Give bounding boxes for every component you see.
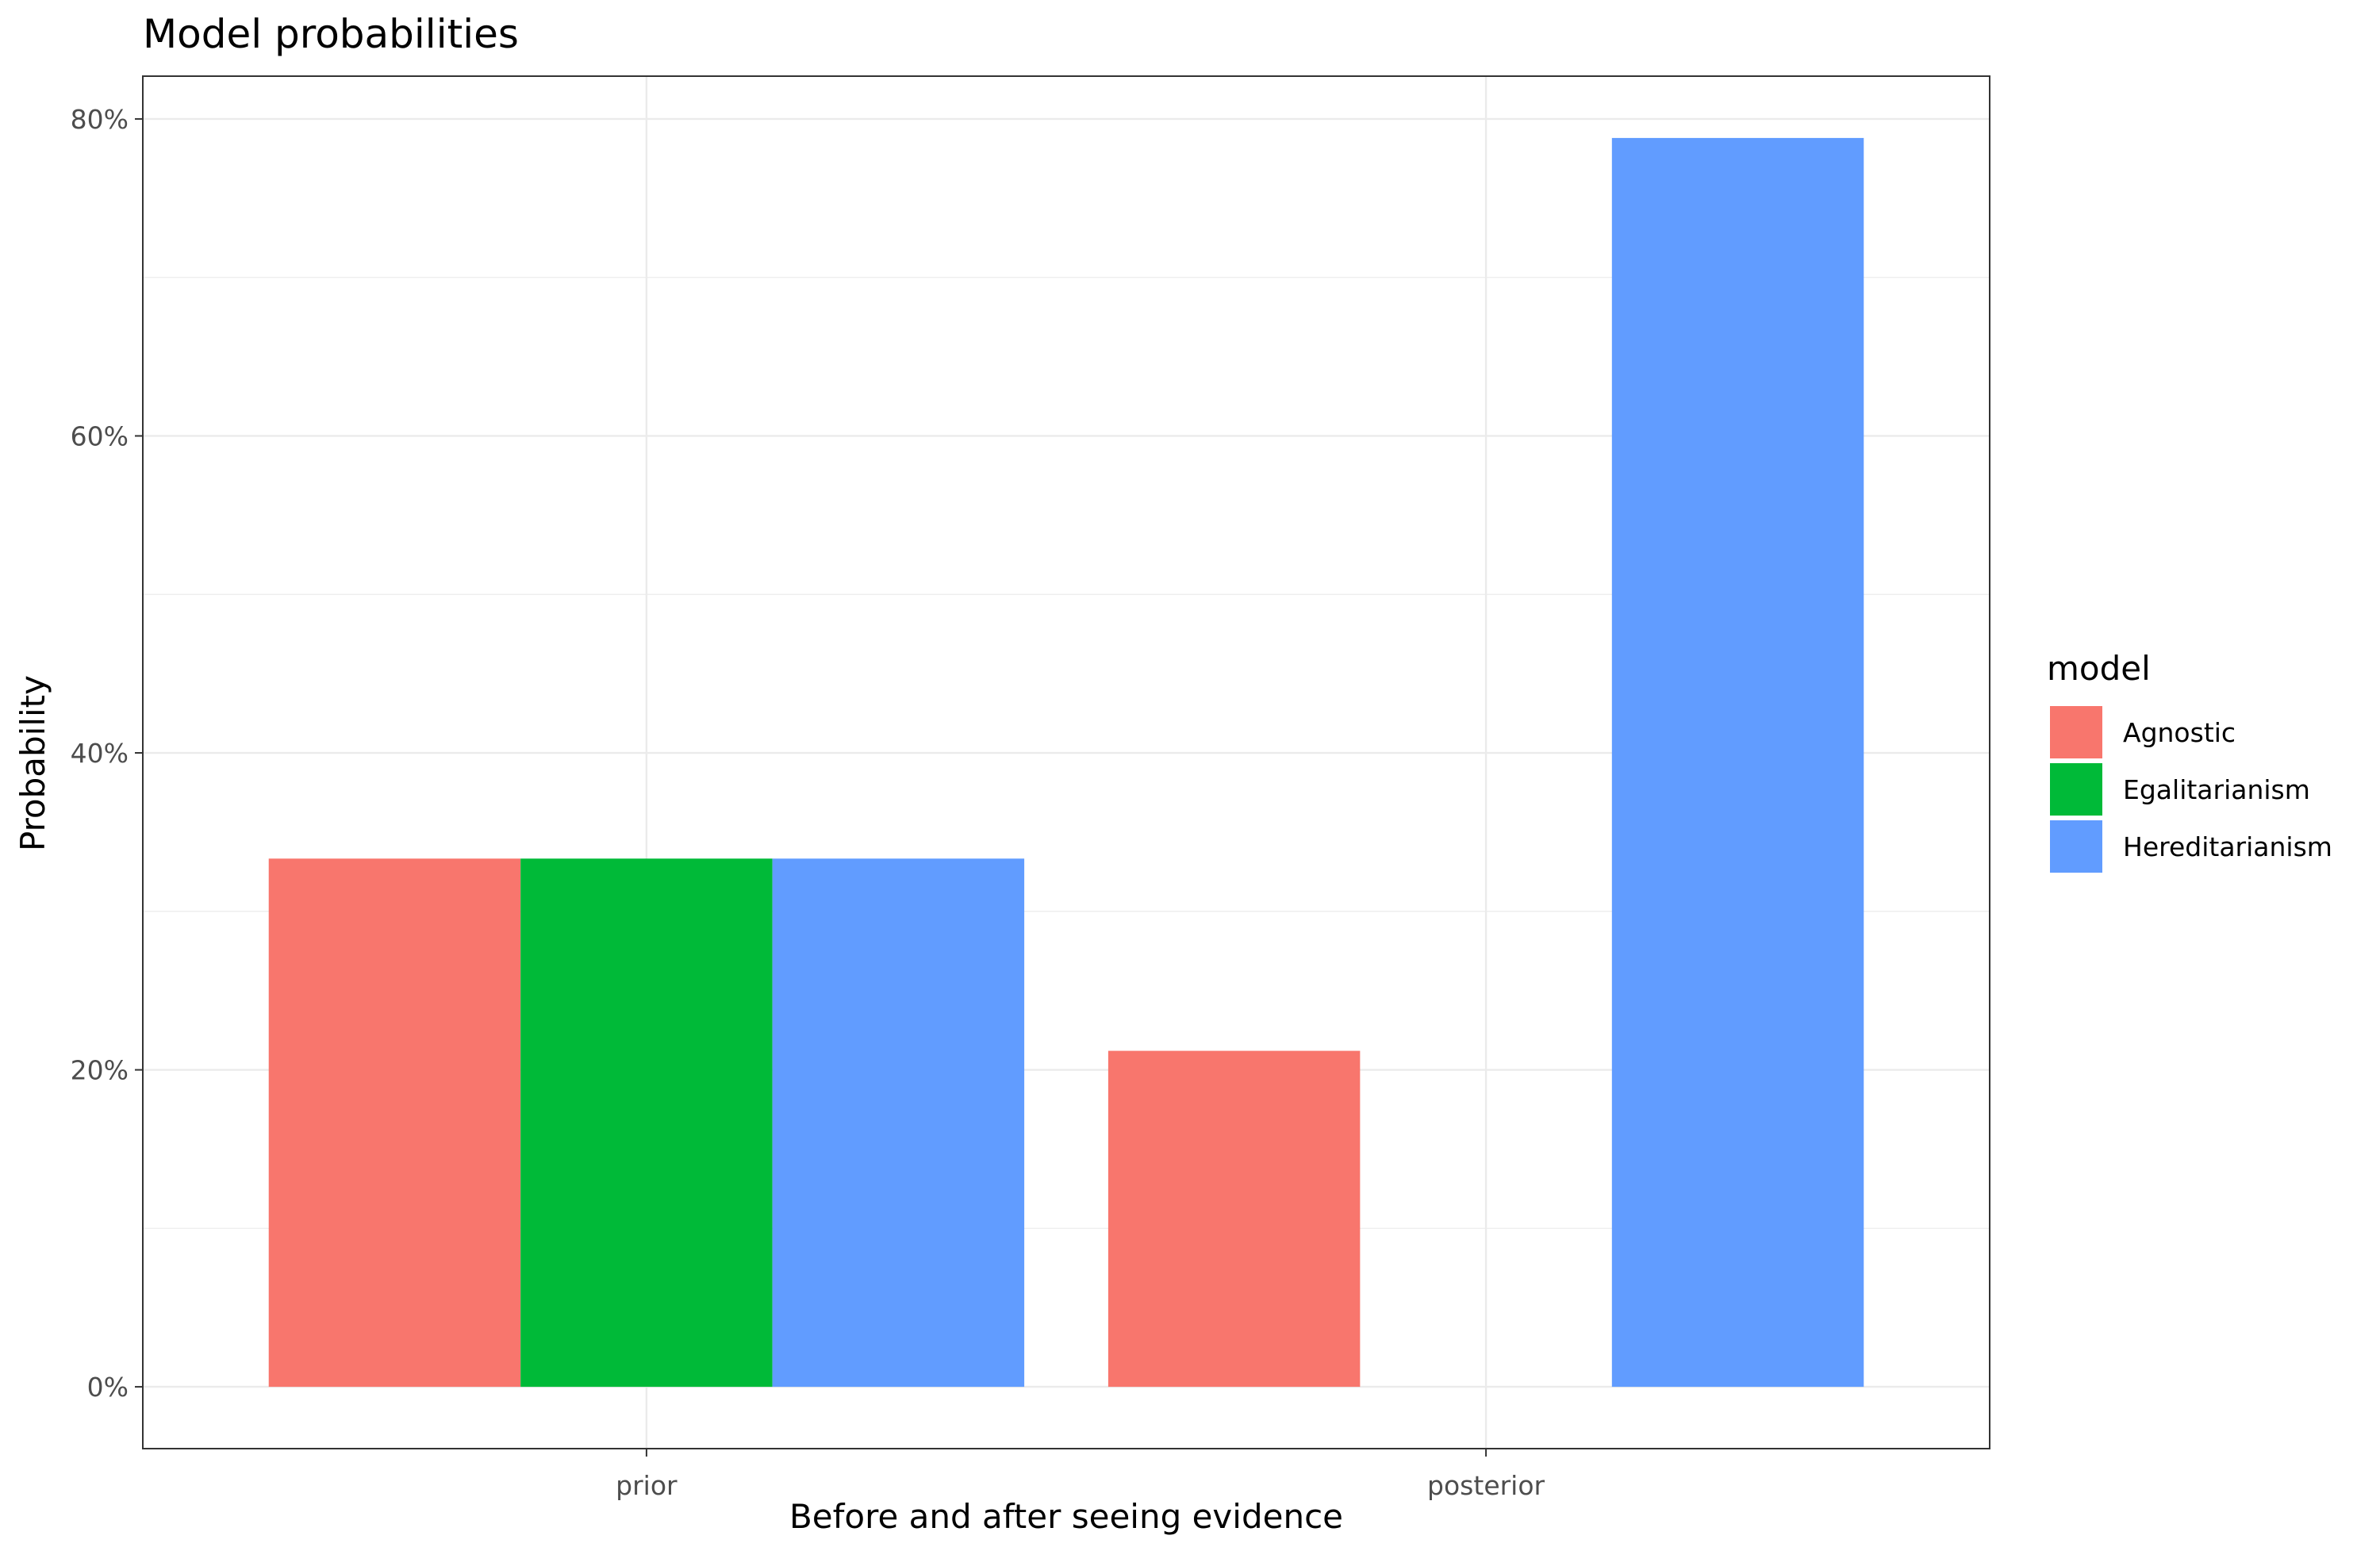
legend-title: model <box>2047 649 2151 688</box>
y-tick-label: 0% <box>87 1372 129 1403</box>
x-tick-label: prior <box>616 1470 678 1501</box>
legend-label: Egalitarianism <box>2123 774 2310 805</box>
x-tick-label: posterior <box>1427 1470 1545 1501</box>
y-axis-title: Probability <box>13 675 52 851</box>
legend-key <box>2050 706 2102 758</box>
bar <box>520 858 773 1388</box>
y-tick-label: 40% <box>71 738 129 769</box>
legend-label: Agnostic <box>2123 717 2236 748</box>
y-tick-label: 20% <box>71 1055 129 1086</box>
y-tick-label: 80% <box>71 104 129 135</box>
chart-title: Model probabilities <box>143 11 519 57</box>
bar <box>268 858 521 1388</box>
y-tick-label: 60% <box>71 420 129 451</box>
panel-border <box>142 75 1990 1449</box>
x-axis-title: Before and after seeing evidence <box>789 1497 1343 1536</box>
bar <box>772 858 1025 1388</box>
legend-key <box>2050 763 2102 816</box>
x-axis: prior posterior <box>616 1449 1545 1501</box>
legend-label: Hereditarianism <box>2123 831 2332 862</box>
legend-key <box>2050 820 2102 873</box>
bar <box>1611 137 1864 1388</box>
y-axis: 0% 20% 40% 60% 80% <box>71 104 143 1403</box>
bar <box>1107 1050 1361 1388</box>
legend: model Agnostic Egalitarianism Hereditarian… <box>2047 649 2332 873</box>
bars <box>268 137 1864 1388</box>
